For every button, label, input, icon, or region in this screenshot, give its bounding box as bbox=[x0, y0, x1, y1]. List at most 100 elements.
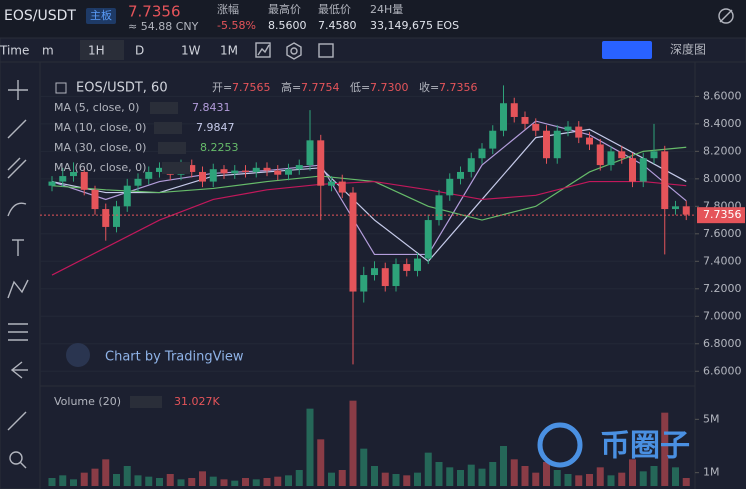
stat-label: 最高价 bbox=[268, 2, 301, 16]
volume-bar bbox=[575, 475, 583, 486]
volume-bar bbox=[457, 470, 464, 486]
volume-bar bbox=[220, 479, 228, 486]
ma-legend-name: MA (10, close, 0) bbox=[54, 121, 146, 134]
candle-body bbox=[553, 130, 561, 159]
candle-body bbox=[134, 178, 142, 186]
candle-body bbox=[317, 140, 325, 186]
volume-bar bbox=[371, 466, 378, 486]
interval[interactable]: m bbox=[42, 44, 54, 58]
volume-bar bbox=[134, 475, 142, 486]
candle-body bbox=[575, 126, 583, 138]
volume-bar bbox=[59, 475, 67, 486]
candle-body bbox=[586, 137, 593, 145]
volume-bar bbox=[231, 480, 239, 486]
candle-body bbox=[371, 268, 378, 276]
candle-body bbox=[102, 209, 110, 227]
volume-bar bbox=[446, 467, 454, 486]
volume-bar bbox=[295, 470, 303, 486]
ohlc-label: 收= bbox=[419, 80, 439, 94]
volume-bar bbox=[263, 478, 271, 486]
volume-bar bbox=[435, 462, 443, 486]
volume-bar bbox=[338, 470, 346, 486]
ohlc-label: 开= bbox=[212, 81, 232, 94]
volume-bar bbox=[156, 478, 163, 486]
collapse-icon bbox=[55, 82, 67, 94]
candle-body bbox=[403, 264, 411, 271]
volume-bar bbox=[177, 479, 185, 486]
volume-bar bbox=[123, 466, 131, 486]
volume-bar bbox=[532, 472, 540, 486]
ma-legend-name: MA (60, close, 0) bbox=[54, 161, 146, 174]
volume-bar bbox=[70, 479, 77, 486]
y-tick-label: 8.4000 bbox=[703, 117, 742, 130]
volume-bar bbox=[80, 472, 88, 486]
watermark-text: Chart by TradingView bbox=[105, 350, 244, 365]
y-tick-label: 6.6000 bbox=[703, 364, 742, 377]
volume-bar bbox=[403, 475, 411, 486]
volume-bar bbox=[478, 468, 486, 486]
volume-bar bbox=[639, 471, 647, 486]
candle-body bbox=[113, 206, 120, 227]
volume-bar bbox=[392, 474, 400, 486]
volume-bar bbox=[285, 475, 292, 486]
candle-body bbox=[70, 171, 77, 177]
stat-label: 24H量 bbox=[370, 3, 403, 16]
volume-bar bbox=[252, 479, 260, 486]
candle-body bbox=[424, 220, 432, 259]
logo-text: 币圈子 bbox=[600, 429, 690, 464]
y-tick-label: 8.6000 bbox=[703, 89, 742, 102]
y-tick-label: 7.4000 bbox=[703, 254, 742, 267]
tab[interactable]: 深度图 bbox=[670, 42, 706, 57]
volume-bar bbox=[672, 467, 679, 486]
ohlc-label: 低= bbox=[350, 81, 370, 94]
ma-legend-value: 7.8431 bbox=[192, 101, 231, 114]
drawing-tools[interactable] bbox=[7, 80, 29, 469]
candle-body bbox=[446, 178, 454, 196]
volume-bar bbox=[242, 478, 249, 486]
ma-legend-name: MA (5, close, 0) bbox=[54, 101, 139, 114]
stat-label: 涨幅 bbox=[217, 3, 239, 16]
candle-body bbox=[543, 130, 550, 159]
candle-body bbox=[91, 189, 99, 210]
volume-bar bbox=[489, 462, 497, 486]
candle-body bbox=[650, 151, 658, 159]
pair: EOS/USDT bbox=[4, 8, 76, 24]
volume-bar bbox=[274, 476, 282, 486]
ma-legend-name: MA (30, close, 0) bbox=[54, 141, 146, 154]
ma-legend-value: 8.2253 bbox=[200, 141, 239, 154]
volume-bar bbox=[510, 459, 518, 486]
candle-body bbox=[392, 264, 400, 287]
candle-body bbox=[242, 170, 249, 172]
watermark: Chart by TradingView bbox=[66, 343, 244, 367]
active-interval-bg bbox=[80, 40, 124, 60]
pane-title: EOS/USDT, 60 bbox=[76, 81, 168, 96]
interval[interactable]: 1H bbox=[88, 44, 105, 58]
candle-body bbox=[381, 268, 389, 287]
toolbar-icons[interactable] bbox=[255, 42, 334, 60]
candle-body bbox=[328, 181, 335, 186]
candle-body bbox=[48, 181, 56, 186]
candle-body bbox=[639, 158, 647, 182]
candle-body bbox=[145, 171, 153, 179]
candle-body bbox=[564, 126, 572, 131]
candle-body bbox=[209, 169, 217, 182]
y-tick-label: 7.2000 bbox=[703, 282, 742, 295]
candle-body bbox=[156, 167, 163, 172]
y-tick-label: 5M bbox=[703, 412, 720, 425]
volume-bar bbox=[166, 474, 174, 486]
candle-body bbox=[252, 167, 260, 172]
interval[interactable]: 1M bbox=[220, 44, 238, 58]
interval[interactable]: 1W bbox=[181, 44, 201, 58]
settings-icon[interactable] bbox=[718, 8, 734, 24]
pane-icons bbox=[130, 396, 162, 408]
y-tick-label: 7.6000 bbox=[703, 227, 742, 240]
candle-body bbox=[510, 103, 518, 117]
interval[interactable]: Time bbox=[0, 44, 29, 58]
last-price-box bbox=[697, 207, 745, 224]
interval[interactable]: D bbox=[135, 44, 144, 58]
ma-legend-icons bbox=[162, 162, 190, 174]
ma-legend-value: 7.9847 bbox=[196, 121, 235, 134]
candle-body bbox=[478, 148, 486, 159]
ohlc-value: 7.7565 bbox=[232, 81, 271, 94]
